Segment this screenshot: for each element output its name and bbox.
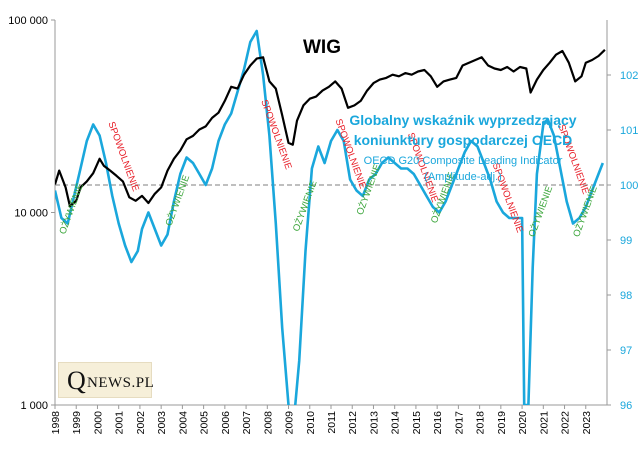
y-left-tick-label: 100 000 [8,15,48,27]
x-tick-label: 2013 [368,411,380,435]
y-right-tick-label: 98 [620,290,632,302]
series-layer [55,29,606,405]
annotation-recovery: OŻYWIENIE [164,174,193,228]
x-tick-label: 2003 [156,411,168,435]
x-tick-label: 2023 [581,411,593,435]
cli-subtitle-line2: (Amplitude-adj.) [424,171,502,183]
x-tick-label: 2020 [517,411,529,435]
annotation-recovery: OŻYWIENIE [527,185,556,239]
y-right-tick-label: 99 [620,235,632,247]
annotation-recovery: OŻYWIENIE [571,185,600,239]
x-tick-label: 1998 [50,411,62,435]
axes-layer: 100 000 10 000 1 000 96 97 98 99 100 101 102 1998 1… [8,15,638,434]
wig-series-line [55,49,606,208]
x-tick-label: 2010 [305,411,317,435]
annotation-recovery: OŻYWIENIE [291,179,320,233]
cli-title-line2: koniunktury gospodarczej OECD [354,132,573,148]
x-tick-label: 2007 [241,411,253,435]
x-tick-label: 2022 [560,411,572,435]
x-tick-label: 2012 [347,411,359,435]
x-tick-label: 2008 [262,411,274,435]
x-tick-label: 2001 [114,411,126,435]
annotation-recovery: OŻYWIENIE [57,182,86,236]
x-tick-label: 2018 [475,411,487,435]
x-tick-label: 2005 [199,411,211,435]
x-tick-label: 2011 [326,411,338,434]
x-tick-label: 2017 [453,411,465,435]
x-tick-label: 2004 [177,411,189,435]
cli-series-line [55,29,605,405]
cli-title-line1: Globalny wskaźnik wyprzedzający [349,112,576,128]
y-left-tick-label: 1 000 [20,400,48,412]
annotation-slowdown: SPOWOLNIENIE [258,98,293,171]
x-tick-label: 2015 [411,411,423,435]
x-tick-label: 2000 [92,411,104,435]
x-tick-label: 2019 [496,411,508,435]
x-tick-label: 2014 [390,411,402,435]
y-right-tick-label: 101 [620,125,638,137]
y-right-tick-label: 97 [620,345,632,357]
cli-subtitle-line1: OECD G20 Composite Leading Indicator [364,155,563,167]
x-tick-label: 2006 [220,411,232,435]
x-tick-label: 1999 [71,411,83,435]
qnews-logo: Q NEWS.PL [58,362,155,398]
y-left-tick-label: 10 000 [14,208,48,220]
y-right-tick-label: 102 [620,70,638,82]
logo-text: NEWS.PL [87,375,155,391]
x-tick-label: 2009 [284,411,296,435]
x-tick-label: 2021 [538,411,550,435]
wig-title: WIG [303,37,341,58]
x-tick-label: 2002 [135,411,147,435]
logo-q: Q [67,366,86,395]
x-tick-label: 2016 [432,411,444,435]
y-right-tick-label: 100 [620,180,638,192]
y-right-tick-label: 96 [620,400,632,412]
